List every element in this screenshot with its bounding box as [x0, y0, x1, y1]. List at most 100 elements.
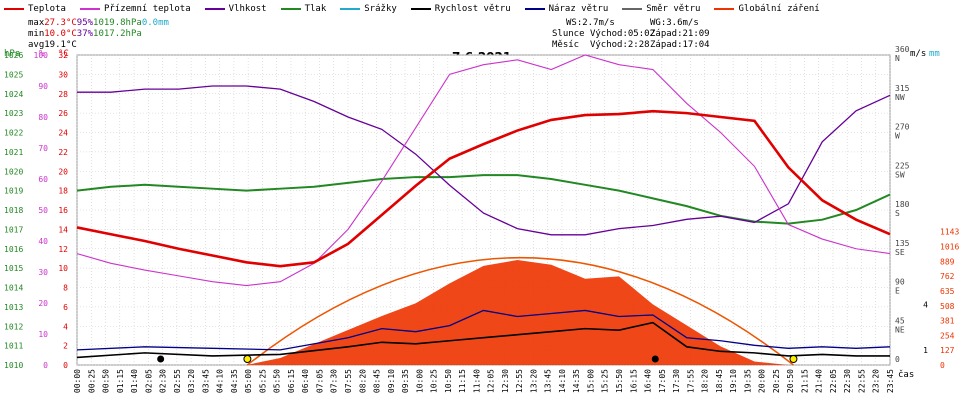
legend-swatch — [280, 8, 301, 10]
y-tick-wm2: 889 — [940, 257, 955, 266]
x-tick-label: 23:20 — [872, 369, 881, 393]
x-tick-label: 16:15 — [629, 369, 638, 393]
legend-swatch — [340, 8, 361, 10]
y-tick-dir: 90 — [895, 278, 905, 287]
x-tick-label: 03:20 — [187, 369, 196, 393]
x-tick-label: 11:15 — [458, 369, 467, 393]
y-tick-degc: 12 — [58, 245, 68, 254]
x-tick-label: 14:35 — [572, 369, 581, 393]
x-tick-label: 06:40 — [301, 369, 310, 393]
wind-speed-avg: WS:2.7m/s — [566, 18, 615, 28]
y-tick-degc: 22 — [58, 148, 68, 157]
y-tick-degc: 16 — [58, 206, 68, 215]
x-tick-label: 12:55 — [515, 369, 524, 393]
y-tick-hpa: 1019 — [4, 187, 23, 196]
sun-set: Západ:21:09 — [650, 29, 710, 39]
y-tick-pct: 0 — [43, 361, 48, 370]
series-line-pressure — [76, 174, 891, 225]
x-tick-label: 21:15 — [800, 369, 809, 393]
y-tick-dir-name: NW — [895, 93, 905, 102]
legend-swatch — [714, 8, 735, 10]
stats-avg-temp: 19.1°C — [44, 40, 77, 50]
y-tick-dir: 0 — [895, 355, 900, 364]
y-tick-hpa: 1011 — [4, 342, 23, 351]
x-tick-label: 15:00 — [586, 369, 595, 393]
x-tick-label: 02:55 — [173, 369, 182, 393]
x-tick-label: 00:50 — [102, 369, 111, 393]
legend-item-srazky: Srážky — [340, 3, 397, 15]
y-tick-pct: 30 — [38, 268, 48, 277]
x-tick-label: 07:55 — [344, 369, 353, 393]
x-tick-label: 19:10 — [729, 369, 738, 393]
x-tick-label: 08:20 — [358, 369, 367, 393]
y-tick-dir: 360 — [895, 45, 910, 54]
y-tick-hpa: 1026 — [4, 51, 23, 60]
y-tick-wm2: 762 — [940, 272, 955, 281]
x-tick-label: 13:20 — [529, 369, 538, 393]
legend-label: Tlak — [304, 4, 327, 14]
y-tick-dir-name: SW — [895, 170, 905, 179]
y-tick-hpa: 1025 — [4, 70, 23, 79]
axis-title-ms: m/s — [910, 49, 927, 59]
y-tick-degc: 14 — [58, 225, 68, 234]
y-tick-degc: 28 — [58, 90, 68, 99]
x-tick-label: 08:45 — [373, 369, 382, 393]
legend-item-tlak: Tlak — [280, 3, 327, 15]
wind-sun-moon-right: WG:3.6m/s Západ:21:09 Západ:17:04 — [650, 18, 710, 51]
y-tick-pct: 50 — [38, 206, 48, 215]
y-tick-hpa: 1021 — [4, 148, 23, 157]
stats-max-rain: 0.0mm — [141, 18, 169, 28]
x-tick-label: 22:30 — [843, 369, 852, 393]
x-tick-label: 16:40 — [644, 369, 653, 393]
radiation-area — [77, 260, 890, 365]
x-tick-label: 09:10 — [387, 369, 396, 393]
x-tick-label: 11:40 — [472, 369, 481, 393]
y-tick-dir: 225 — [895, 161, 910, 170]
y-tick-hpa: 1020 — [4, 167, 23, 176]
legend-item-smer-vetru: Směr větru — [622, 3, 700, 15]
x-tick-label: 15:50 — [615, 369, 624, 393]
stats-avg-label: avg — [28, 40, 45, 50]
axis-title-hpa: hPa — [4, 49, 21, 59]
y-tick-degc: 4 — [63, 322, 68, 331]
axis-title-degc: °C — [58, 49, 69, 59]
x-tick-label: 22:05 — [829, 369, 838, 393]
legend-label: Vlhkost — [228, 4, 267, 14]
y-tick-degc: 8 — [63, 284, 68, 293]
x-tick-label: 10:25 — [430, 369, 439, 393]
legend-label: Náraz větru — [548, 4, 609, 14]
axis-title-cas: čas — [898, 370, 915, 380]
x-tick-label: 03:45 — [201, 369, 210, 393]
x-tick-label: 01:15 — [116, 369, 125, 393]
x-tick-label: 20:25 — [772, 369, 781, 393]
legend-label: Přízemní teplota — [103, 4, 191, 14]
y-tick-hpa: 1024 — [4, 90, 23, 99]
legend-swatch — [79, 8, 100, 10]
x-tick-label: 15:25 — [601, 369, 610, 393]
y-tick-dir-name: N — [895, 54, 900, 63]
y-tick-hpa: 1015 — [4, 264, 23, 273]
x-tick-label: 18:45 — [715, 369, 724, 393]
x-tick-label: 22:55 — [857, 369, 866, 393]
y-tick-hpa: 1014 — [4, 284, 23, 293]
x-tick-label: 12:30 — [501, 369, 510, 393]
y-tick-ms: 1 — [923, 346, 928, 355]
y-tick-degc: 2 — [63, 342, 68, 351]
x-tick-label: 00:25 — [87, 369, 96, 393]
legend-item-globalni-zareni: Globální záření — [714, 3, 820, 15]
x-tick-label: 17:30 — [672, 369, 681, 393]
stats-min-press: 1017.2hPa — [93, 29, 142, 39]
y-tick-wm2: 508 — [940, 302, 955, 311]
y-tick-degc: 24 — [58, 129, 68, 138]
x-tick-label: 07:05 — [315, 369, 324, 393]
y-tick-hpa: 1022 — [4, 129, 23, 138]
y-tick-dir-name: SE — [895, 248, 905, 257]
y-tick-degc: 18 — [58, 187, 68, 196]
x-tick-label: 10:50 — [444, 369, 453, 393]
y-tick-dir-name: E — [895, 287, 900, 296]
x-tick-label: 21:40 — [815, 369, 824, 393]
axis-title-mm: mm — [929, 49, 940, 59]
y-tick-dir: 45 — [895, 316, 905, 325]
legend-label: Teplota — [28, 4, 66, 14]
y-tick-pct: 100 — [34, 51, 49, 60]
